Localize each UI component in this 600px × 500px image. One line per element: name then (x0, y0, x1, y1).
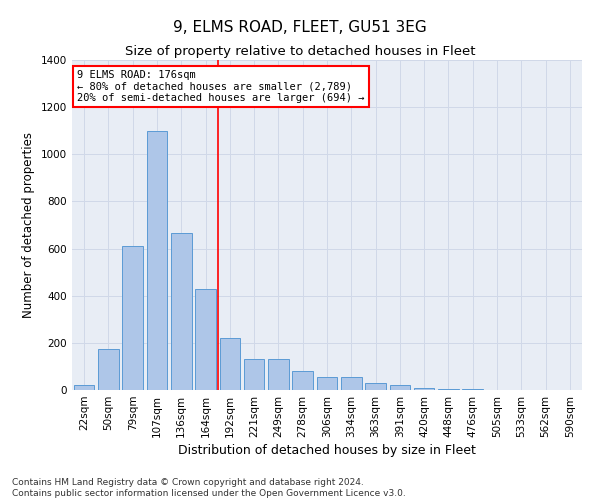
Bar (292, 371, 313, 390)
Bar (220, 338, 240, 390)
Bar (414, 388, 434, 390)
Bar (244, 360, 265, 390)
Text: 9 ELMS ROAD: 176sqm
← 80% of detached houses are smaller (2,789)
20% of semi-det: 9 ELMS ROAD: 176sqm ← 80% of detached ho… (77, 70, 365, 103)
Text: Size of property relative to detached houses in Fleet: Size of property relative to detached ho… (125, 45, 475, 58)
Text: 9, ELMS ROAD, FLEET, GU51 3EG: 9, ELMS ROAD, FLEET, GU51 3EG (173, 20, 427, 35)
Bar (195, 288, 216, 390)
Text: Contains HM Land Registry data © Crown copyright and database right 2024.
Contai: Contains HM Land Registry data © Crown c… (12, 478, 406, 498)
X-axis label: Distribution of detached houses by size in Fleet: Distribution of detached houses by size … (178, 444, 476, 457)
Y-axis label: Number of detached properties: Number of detached properties (22, 132, 35, 318)
Bar (74, 386, 94, 390)
Bar (365, 383, 386, 390)
Bar (438, 389, 459, 390)
Bar (341, 377, 362, 390)
Bar (317, 377, 337, 390)
Bar (146, 130, 167, 390)
Bar (389, 386, 410, 390)
Bar (122, 246, 143, 390)
Bar (171, 233, 191, 390)
Bar (268, 360, 289, 390)
Bar (98, 349, 119, 390)
